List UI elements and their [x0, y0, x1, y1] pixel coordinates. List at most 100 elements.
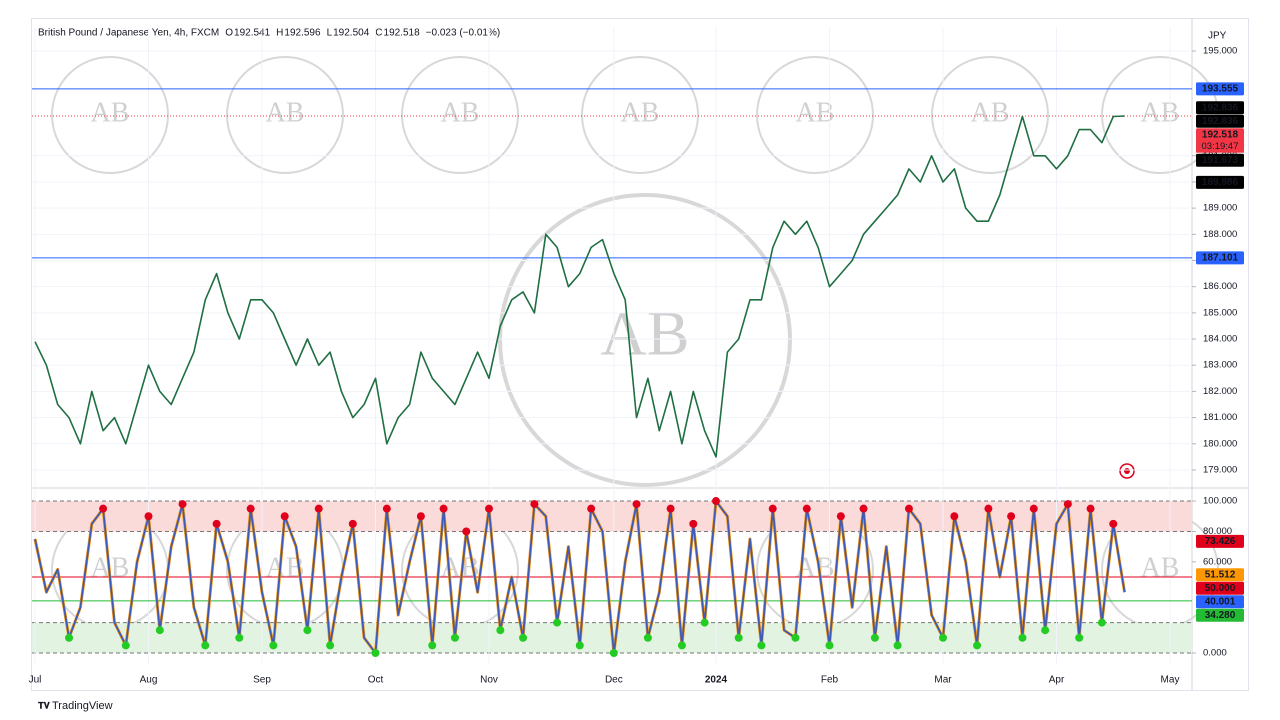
oversold-dot	[677, 641, 686, 650]
overbought-dot	[439, 504, 448, 513]
y-tick-label: 100.000	[1203, 496, 1237, 507]
overbought-dot	[212, 519, 221, 528]
watermark: AB	[601, 298, 690, 369]
price-label-bg	[1196, 568, 1244, 582]
overbought-dot	[99, 504, 108, 513]
overbought-dot	[859, 504, 868, 513]
ohlc-key: C	[375, 28, 382, 39]
oversold-dot	[643, 633, 652, 642]
overbought-dot	[144, 512, 153, 521]
watermark-ring	[51, 56, 169, 174]
oversold-dot	[700, 618, 709, 627]
chart-title: British Pound / Japanese Yen, 4h, FXCM	[38, 28, 219, 39]
countdown-bg	[1196, 140, 1244, 153]
overbought-dot	[314, 504, 323, 513]
watermark: AB	[266, 97, 305, 128]
oversold-dot	[791, 633, 800, 642]
oversold-dot	[496, 626, 505, 635]
currency: JPY	[1208, 31, 1227, 42]
oversold-dot	[939, 633, 947, 642]
overbought-dot	[768, 504, 777, 513]
x-tick-label: May	[1161, 675, 1180, 686]
oversold-dot	[121, 641, 130, 650]
overbought-dot	[246, 504, 255, 513]
overbought-dot	[416, 512, 425, 521]
overbought-dot	[904, 504, 913, 513]
overbought-dot	[587, 504, 596, 513]
watermark-ring	[498, 193, 792, 487]
price-label: 192.836	[1202, 116, 1239, 127]
overbought-dot	[1007, 512, 1016, 521]
watermark-ring	[931, 56, 1049, 174]
oversold-dot	[201, 641, 210, 650]
x-tick-label: Jul	[29, 675, 42, 686]
oversold-dot	[235, 633, 244, 642]
watermark: AB	[1141, 97, 1180, 128]
overbought-dot	[1086, 504, 1095, 513]
price-label: 192.836	[1202, 102, 1239, 113]
alert-icon[interactable]	[1119, 463, 1135, 479]
logo-mark: 𝐓𝐕	[38, 700, 51, 710]
watermark-ring	[226, 56, 344, 174]
overbought-dot	[712, 497, 720, 506]
overbought-dot	[1063, 500, 1072, 509]
x-tick-label: Mar	[934, 675, 952, 686]
price-label-bg	[1196, 534, 1244, 548]
price-label: 50.000	[1205, 583, 1236, 594]
oversold-dot	[303, 626, 312, 635]
overbought-dot	[280, 512, 289, 521]
oversold-dot	[1018, 633, 1027, 642]
y-tick-label: 186.000	[1203, 281, 1237, 292]
y-tick-label: 180.000	[1203, 438, 1237, 449]
price-label: 187.101	[1202, 252, 1239, 263]
watermark: AB	[621, 97, 660, 128]
overbought-dot	[1109, 519, 1118, 528]
price-label-bg	[1196, 581, 1244, 595]
frame	[31, 18, 1249, 691]
oversold-dot	[973, 641, 982, 650]
ohlc-key: O	[225, 28, 233, 39]
x-tick-label: Sep	[253, 675, 271, 686]
oversold-dot	[553, 618, 562, 627]
x-tick-label: Oct	[368, 675, 384, 686]
price-label: 34.280	[1205, 610, 1236, 621]
y-tick-label: 80.000	[1203, 526, 1232, 537]
oversold-dot	[870, 633, 879, 642]
price-label-bg	[1196, 175, 1244, 189]
oversold-dot	[757, 641, 766, 650]
ohlc-key: L	[327, 28, 333, 39]
y-tick-label: 189.000	[1203, 203, 1237, 214]
price-label-bg	[1196, 595, 1244, 609]
watermark: AB	[796, 97, 835, 128]
watermark-ring	[581, 56, 699, 174]
alert-icon-dot	[1124, 468, 1130, 474]
y-tick-label: 181.000	[1203, 412, 1237, 423]
oversold-dot	[450, 633, 459, 642]
overbought-dot	[666, 504, 675, 513]
watermark-ring	[756, 56, 874, 174]
overbought-dot	[1029, 504, 1038, 513]
countdown: 03:19:47	[1202, 141, 1239, 152]
oversold-dot	[893, 641, 902, 650]
y-tick-label: 188.000	[1203, 229, 1237, 240]
ohlc-key: H	[276, 28, 283, 39]
overbought-dot	[485, 504, 493, 513]
oversold-dot	[575, 641, 584, 650]
x-tick-label: Nov	[480, 675, 498, 686]
x-tick-label: 2024	[705, 675, 728, 686]
y-tick-label: 184.000	[1203, 334, 1237, 345]
y-tick-label: 179.000	[1203, 464, 1237, 475]
overbought-dot	[689, 519, 698, 528]
overbought-dot	[632, 500, 641, 509]
overbought-dot	[836, 512, 845, 521]
ohlc-value: 192.596	[284, 28, 321, 39]
overbought-dot	[530, 500, 539, 509]
x-tick-label: Feb	[821, 675, 839, 686]
ohlc-value: 192.504	[333, 28, 370, 39]
oversold-dot	[609, 648, 618, 657]
oversold-dot	[65, 633, 74, 642]
price-label-bg	[1196, 608, 1244, 622]
overbought-dot	[802, 504, 811, 513]
zone-band	[32, 501, 1192, 532]
